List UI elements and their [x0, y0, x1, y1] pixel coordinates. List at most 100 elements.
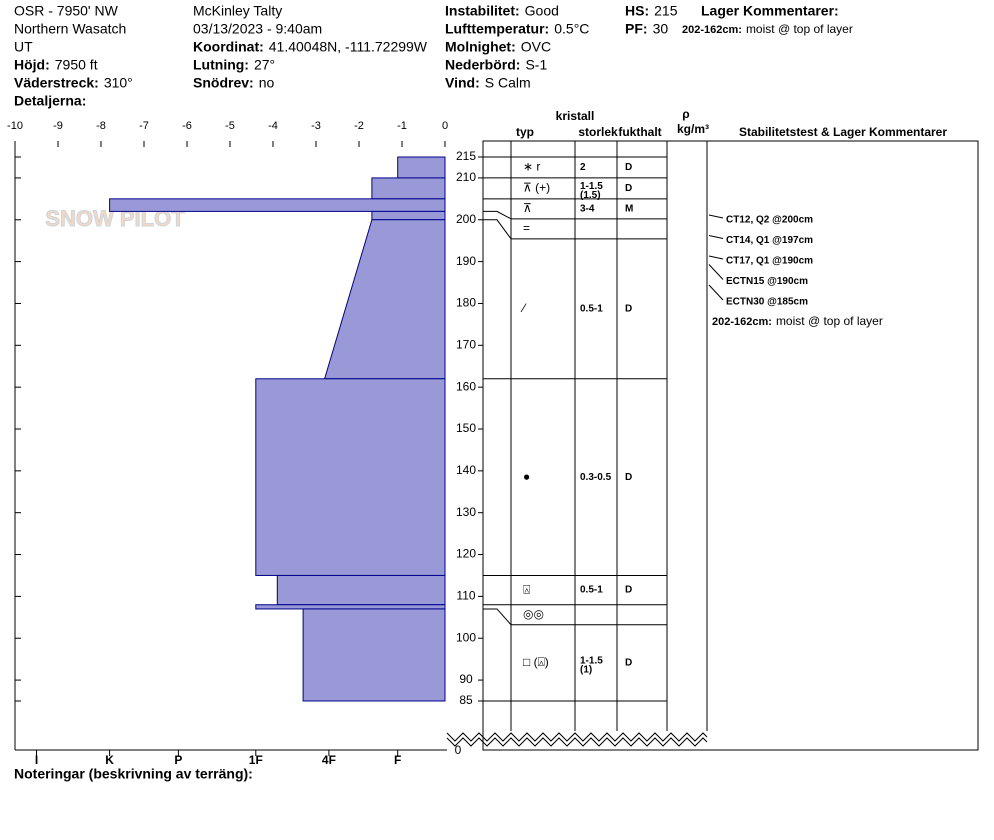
y-tick-label: 200: [456, 212, 476, 226]
comment-label: 202-162cm:: [682, 24, 742, 36]
moisture: D: [625, 183, 632, 194]
grain-size-2: (1): [580, 665, 592, 676]
grain-size: 1-1.5: [580, 656, 603, 667]
y-tick-label: 170: [456, 337, 476, 351]
field-label: HS:: [625, 3, 649, 19]
field-value: S Calm: [485, 75, 531, 91]
field-label: Instabilitet:: [445, 3, 520, 19]
comment-label: 202-162cm:: [712, 316, 772, 328]
moisture: D: [625, 162, 632, 173]
column-header: kg/m³: [677, 122, 709, 136]
grain-size: 0.5-1: [580, 585, 603, 596]
test-arrow: [708, 214, 724, 219]
field-value: 30: [653, 21, 669, 37]
field-label: PF:: [625, 21, 648, 37]
stability-test: CT17, Q1 @190cm: [726, 256, 813, 267]
x-tick-label: 0: [442, 120, 448, 132]
grain-size-2: (1.5): [580, 190, 601, 201]
column-header: typ: [516, 125, 534, 139]
hardness-tick-label: 1F: [249, 753, 263, 767]
test-arrow: [708, 264, 724, 280]
grain-type: ⊼: [523, 201, 532, 215]
axis-break: [446, 737, 708, 747]
stability-test: ECTN15 @190cm: [726, 276, 808, 287]
x-tick-label: -9: [53, 120, 63, 132]
y-tick-label: 90: [459, 672, 473, 686]
test-arrow: [708, 255, 724, 260]
field-value: 41.40048N, -111.72299W: [269, 39, 428, 55]
field-label: Molnighet:: [445, 39, 516, 55]
y-tick-label: 180: [456, 296, 476, 310]
y-tick-label: 110: [456, 589, 475, 603]
field-label: Koordinat:: [193, 39, 264, 55]
grain-size: 3-4: [580, 203, 595, 214]
column-header: kristall: [556, 109, 595, 123]
field-value: 27°: [254, 57, 275, 73]
notes-title: Noteringar (beskrivning av terräng):: [14, 766, 253, 782]
stability-test: ECTN30 @185cm: [726, 297, 808, 308]
field-label: Höjd:: [14, 57, 50, 73]
y-tick-label: 150: [456, 421, 476, 435]
observer-line: 03/13/2023 - 9:40am: [193, 21, 322, 37]
grain-type: =: [523, 221, 530, 235]
grain-type: □ (⍓): [523, 655, 549, 669]
field-label: Snödrev:: [193, 75, 254, 91]
moisture: D: [625, 303, 632, 314]
y-tick-label: 190: [456, 254, 476, 268]
y-tick-label: 215: [456, 149, 476, 163]
hardness-bar: [371, 210, 446, 221]
grain-size: 1-1.5: [580, 181, 603, 192]
x-tick-label: -3: [311, 120, 321, 132]
hardness-bar: [276, 574, 446, 606]
layer-connector: [483, 608, 512, 626]
field-label: Vind:: [445, 75, 480, 91]
grain-size: 0.3-0.5: [580, 472, 612, 483]
hardness-bar: [397, 156, 446, 179]
field-value: 7950 ft: [55, 57, 98, 73]
column-header: ρ: [682, 107, 689, 121]
field-label: Nederbörd:: [445, 57, 520, 73]
field-value: 310°: [104, 75, 133, 91]
x-tick-label: -1: [397, 120, 407, 132]
grain-type: ◎◎: [523, 607, 544, 621]
x-tick-label: -8: [96, 120, 106, 132]
hardness-tick-label: K: [105, 753, 114, 767]
y-tick-label: 130: [456, 505, 476, 519]
x-tick-label: -6: [182, 120, 192, 132]
column-header: fukthalt: [618, 125, 661, 139]
site-line: OSR - 7950' NW: [14, 3, 119, 19]
grain-type: ⍓: [523, 582, 530, 596]
observer-line: McKinley Talty: [193, 3, 282, 19]
test-arrow: [708, 284, 724, 301]
moisture: D: [625, 585, 632, 596]
moisture: D: [625, 472, 632, 483]
hardness-tick-label: 4F: [322, 753, 336, 767]
x-tick-label: -5: [225, 120, 235, 132]
stability-test: CT12, Q2 @200cm: [726, 215, 813, 226]
grain-type: ∗ r: [523, 160, 540, 174]
hardness-tick-label: I: [35, 753, 38, 767]
field-value: 215: [654, 3, 678, 19]
hardness-tick-label: F: [394, 753, 401, 767]
site-line: Northern Wasatch: [14, 21, 126, 37]
hardness-tick-label: P: [174, 753, 182, 767]
site-line: UT: [14, 39, 33, 55]
hardness-bar: [302, 608, 446, 702]
layer-connector: [483, 210, 512, 220]
stability-test: CT14, Q1 @197cm: [726, 235, 813, 246]
y-tick-label: 100: [456, 630, 476, 644]
field-label: Lutning:: [193, 57, 249, 73]
y-tick-label: 160: [456, 379, 476, 393]
field-value: OVC: [521, 39, 551, 55]
moisture: M: [625, 203, 633, 214]
grain-type: ●: [523, 469, 530, 483]
field-label: Detaljerna:: [14, 93, 86, 109]
field-value: Good: [525, 3, 559, 19]
grain-size: 2: [580, 162, 586, 173]
moisture: D: [625, 658, 632, 669]
test-arrow: [708, 235, 724, 239]
y-tick-label: 210: [456, 170, 476, 184]
comment-value: moist @ top of layer: [776, 314, 883, 328]
field-label: Väderstreck:: [14, 75, 99, 91]
